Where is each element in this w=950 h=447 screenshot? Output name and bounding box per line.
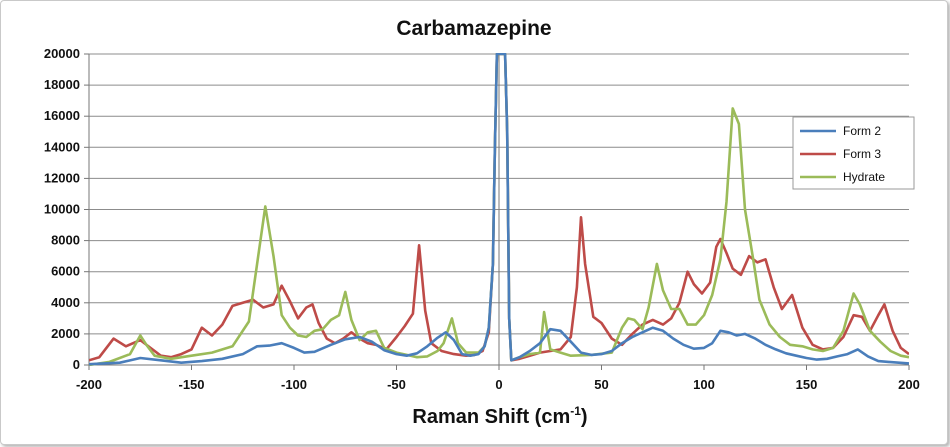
y-tick-label-6000: 6000 (51, 264, 80, 279)
x-tick-label-200: 200 (898, 377, 920, 392)
x-axis-label: Raman Shift (cm-1) (412, 404, 587, 428)
x-tick-labels: -200 -150 -100 -50 0 50 100 150 200 (76, 377, 920, 392)
legend-label-form-2: Form 2 (843, 124, 881, 138)
x-axis-label-superscript: -1 (570, 404, 581, 418)
x-tick-label-150: 150 (796, 377, 818, 392)
x-tick-label--100: -100 (281, 377, 307, 392)
x-axis-label-close: ) (581, 406, 588, 428)
y-tick-label-10000: 10000 (44, 202, 80, 217)
x-tick-label-100: 100 (693, 377, 715, 392)
x-axis-label-main: Raman Shift (cm (412, 406, 570, 428)
y-tick-label-18000: 18000 (44, 77, 80, 92)
y-tick-labels: 0 2000 4000 6000 8000 10000 12000 14000 16000 180… (44, 46, 80, 372)
x-tick-label--50: -50 (387, 377, 406, 392)
legend-label-hydrate: Hydrate (843, 170, 885, 184)
x-tick-label-0: 0 (495, 377, 502, 392)
y-tick-label-4000: 4000 (51, 295, 80, 310)
y-tick-label-12000: 12000 (44, 170, 80, 185)
y-tick-label-16000: 16000 (44, 108, 80, 123)
x-tick-label--150: -150 (178, 377, 204, 392)
series-lines (89, 53, 909, 366)
y-tick-label-8000: 8000 (51, 233, 80, 248)
y-tick-label-20000: 20000 (44, 46, 80, 61)
y-tick-label-14000: 14000 (44, 139, 80, 154)
legend: Form 2 Form 3 Hydrate (792, 116, 915, 190)
y-tick-label-0: 0 (73, 357, 80, 372)
y-tick-label-2000: 2000 (51, 326, 80, 341)
series-line-form-2 (89, 53, 909, 366)
axes (88, 54, 909, 366)
x-tick-label--200: -200 (76, 377, 102, 392)
legend-label-form-3: Form 3 (843, 147, 881, 161)
x-tick-label-50: 50 (594, 377, 608, 392)
chart-title: Carbamazepine (396, 17, 551, 40)
